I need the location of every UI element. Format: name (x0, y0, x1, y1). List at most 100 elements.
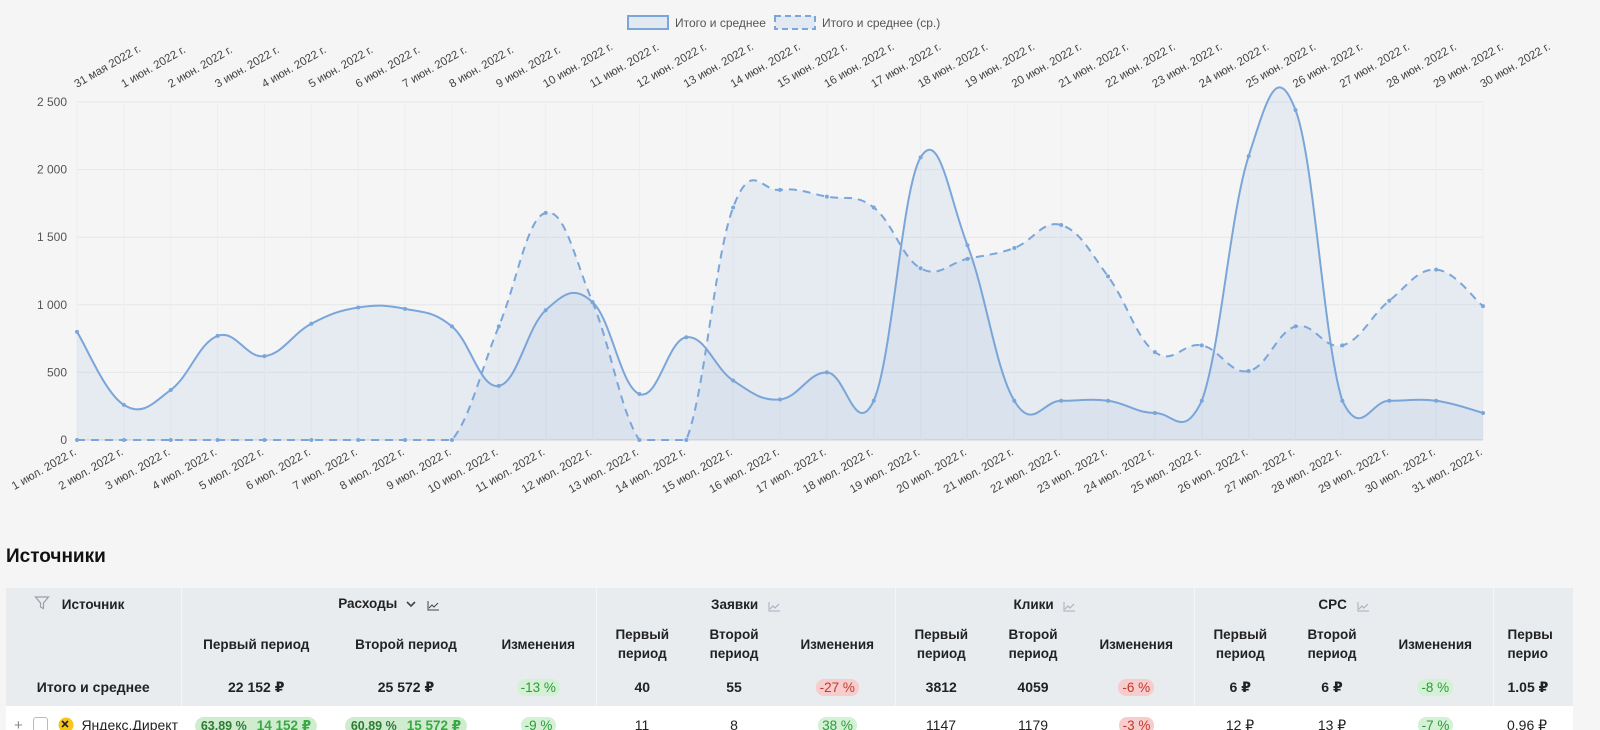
source-header[interactable]: Источник (6, 588, 181, 620)
cpc-second-cell: 13 ₽ (1286, 706, 1378, 730)
cpc-second-header[interactable]: Второй период (1286, 620, 1378, 668)
source-subheader (6, 620, 181, 668)
change-badge: -3 % (1118, 717, 1155, 730)
data-point (1199, 398, 1204, 403)
chevron-down-icon[interactable] (405, 597, 417, 612)
source-cell: + Яндекс.Директ (6, 706, 181, 730)
data-point (309, 321, 314, 326)
data-point (121, 402, 126, 407)
data-point (496, 324, 501, 329)
totals-leads-second: 55 (688, 668, 780, 706)
leads-header[interactable]: Заявки (595, 588, 895, 620)
chart-icon[interactable] (1357, 600, 1369, 612)
clicks-first-cell: 1147 (895, 706, 987, 730)
filter-icon[interactable] (34, 595, 50, 614)
data-point (1481, 410, 1485, 415)
sources-table: Источник Расходы Заявки Клики CPC (6, 588, 1600, 730)
data-point (1387, 298, 1392, 303)
y-tick-label: 2 500 (37, 95, 67, 109)
data-point (309, 438, 314, 442)
totals-clicks-change: -6 % (1079, 668, 1194, 706)
series-area (77, 87, 1483, 441)
data-point (1106, 274, 1111, 279)
exp-change-header[interactable]: Изменения (481, 620, 596, 668)
data-point (449, 438, 454, 442)
data-point (1481, 304, 1485, 309)
data-point (824, 370, 829, 375)
data-point (1012, 398, 1017, 403)
change-badge: -7 % (1417, 717, 1454, 730)
table-header-row: Источник Расходы Заявки Клики CPC (6, 588, 1573, 620)
share-amount: 14 152 ₽ (256, 718, 312, 730)
data-point (403, 438, 408, 442)
data-point (871, 398, 876, 403)
legend-label: Итого и среднее (675, 16, 766, 30)
share-percent: 63.89 % (200, 719, 247, 730)
totals-clicks-second: 4059 (987, 668, 1079, 706)
data-point (590, 300, 595, 305)
legend-swatch-solid (627, 15, 669, 30)
legend-label: Итого и среднее (ср.) (822, 16, 940, 30)
clicks-header[interactable]: Клики (894, 588, 1194, 620)
data-point (449, 324, 454, 329)
clicks-change-header[interactable]: Изменения (1079, 620, 1194, 668)
leads-second-header[interactable]: Второй период (688, 620, 780, 668)
totals-exp-change: -13 % (481, 668, 596, 706)
data-point (262, 438, 267, 442)
data-point (1434, 398, 1439, 403)
table-row[interactable]: + Яндекс.Директ 63.89 % 14 152 ₽ 60.89 % 1… (6, 706, 1573, 730)
clicks-first-header[interactable]: Первый период (894, 620, 987, 668)
extra-first-header[interactable]: Первы перио (1492, 620, 1573, 668)
cpc-change-header[interactable]: Изменения (1378, 620, 1493, 668)
leads-change-cell: 38 % (780, 706, 895, 730)
clicks-header-label: Клики (1013, 596, 1054, 612)
data-point (824, 194, 829, 199)
expenses-header[interactable]: Расходы (180, 588, 596, 620)
clicks-second-header[interactable]: Второй период (987, 620, 1079, 668)
source-name[interactable]: Яндекс.Директ (81, 717, 178, 730)
leads-first-cell: 11 (596, 706, 688, 730)
leads-change-header[interactable]: Изменения (780, 620, 895, 668)
data-point (543, 308, 548, 313)
data-point (168, 387, 173, 392)
data-point (918, 266, 923, 271)
totals-exp-second: 25 572 ₽ (331, 668, 481, 706)
extra-header (1492, 588, 1573, 620)
cpc-change-cell: -7 % (1378, 706, 1493, 730)
totals-leads-first: 40 (595, 668, 688, 706)
data-point (731, 378, 736, 383)
chart-icon[interactable] (1063, 600, 1076, 612)
legend-swatch-dashed (774, 15, 816, 30)
expenses-header-label: Расходы (338, 596, 398, 612)
exp-first-header[interactable]: Первый период (180, 620, 331, 668)
data-point (75, 438, 79, 442)
totals-cpc-change: -8 % (1378, 668, 1493, 706)
data-point (1012, 246, 1017, 251)
totals-clicks-first: 3812 (894, 668, 987, 706)
data-point (403, 306, 408, 311)
data-point (1293, 108, 1298, 113)
exp-second-header[interactable]: Второй период (331, 620, 481, 668)
data-point (168, 438, 173, 442)
data-point (543, 210, 548, 215)
expand-button[interactable]: + (14, 717, 23, 730)
cpc-first-header[interactable]: Первый период (1193, 620, 1286, 668)
data-point (1059, 223, 1064, 228)
exp-first-cell: 63.89 % 14 152 ₽ (181, 706, 331, 730)
totals-leads-change: -27 % (780, 668, 895, 706)
data-point (1152, 350, 1157, 355)
data-point (1293, 324, 1298, 329)
y-tick-label: 1 500 (37, 230, 67, 244)
data-point (637, 438, 642, 442)
cpc-header[interactable]: CPC (1193, 588, 1493, 620)
leads-second-cell: 8 (688, 706, 780, 730)
change-badge: -6 % (1118, 678, 1155, 696)
chart-icon[interactable] (427, 599, 439, 611)
totals-cpc-first: 6 ₽ (1193, 668, 1286, 706)
change-badge: -9 % (520, 717, 557, 730)
source-header-label: Источник (61, 596, 125, 612)
leads-first-header[interactable]: Первый период (595, 620, 688, 668)
data-point (356, 305, 361, 310)
row-checkbox[interactable] (32, 717, 48, 730)
chart-icon[interactable] (768, 600, 780, 612)
